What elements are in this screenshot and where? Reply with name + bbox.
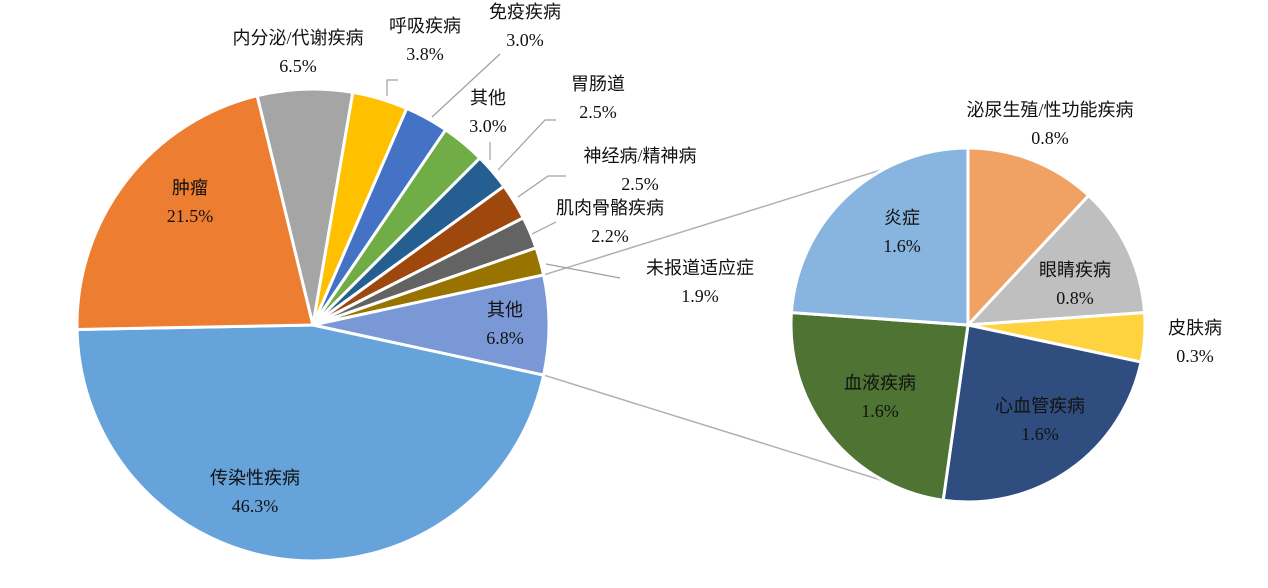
leader-line bbox=[497, 119, 556, 171]
slice-value-label: 0.3% bbox=[1176, 346, 1214, 366]
pie-slice bbox=[75, 323, 546, 563]
slice-label: 血液疾病 bbox=[844, 373, 916, 393]
slice-label: 心血管疾病 bbox=[995, 396, 1085, 416]
slice-value-label: 2.5% bbox=[579, 102, 617, 122]
slice-label: 呼吸疾病 bbox=[389, 16, 461, 36]
slice-label: 肿瘤 bbox=[172, 178, 208, 198]
slice-value-label: 1.6% bbox=[861, 401, 899, 421]
leader-line bbox=[545, 263, 621, 279]
slice-value-label: 46.3% bbox=[232, 496, 279, 516]
slice-label: 胃肠道 bbox=[571, 74, 625, 94]
slice-value-label: 21.5% bbox=[167, 206, 214, 226]
slice-label: 其他 bbox=[487, 300, 523, 320]
slice-value-label: 1.9% bbox=[681, 286, 719, 306]
slice-value-label: 3.0% bbox=[469, 116, 507, 136]
pie-slice bbox=[75, 93, 315, 331]
slice-label: 肌肉骨骼疾病 bbox=[556, 198, 664, 218]
slice-value-label: 2.5% bbox=[621, 174, 659, 194]
slice-label: 泌尿生殖/性功能疾病 bbox=[966, 99, 1133, 120]
slice-value-label: 6.5% bbox=[279, 56, 317, 76]
pie-slice bbox=[789, 310, 970, 502]
leader-line bbox=[531, 221, 557, 235]
slice-value-label: 6.8% bbox=[486, 328, 524, 348]
pie-slice bbox=[312, 273, 551, 377]
leader-line bbox=[431, 53, 501, 118]
slice-value-label: 1.6% bbox=[1021, 424, 1059, 444]
slice-value-label: 0.8% bbox=[1056, 288, 1094, 308]
slice-value-label: 0.8% bbox=[1031, 128, 1069, 148]
slice-label: 神经病/精神病 bbox=[583, 146, 696, 166]
slice-value-label: 3.8% bbox=[406, 44, 444, 64]
slice-label: 未报道适应症 bbox=[646, 258, 754, 278]
slice-label: 内分泌/代谢疾病 bbox=[232, 28, 363, 48]
slice-value-label: 2.2% bbox=[591, 226, 629, 246]
slice-label: 其他 bbox=[470, 88, 506, 108]
slice-label: 炎症 bbox=[884, 208, 920, 228]
connector-line bbox=[543, 168, 886, 276]
slice-label: 传染性疾病 bbox=[210, 468, 300, 488]
pie-slice bbox=[964, 193, 1147, 327]
pie-slice bbox=[941, 323, 1143, 504]
slice-value-label: 1.6% bbox=[883, 236, 921, 256]
slice-label: 免疫疾病 bbox=[489, 2, 561, 22]
leader-line bbox=[386, 79, 398, 96]
connector-line bbox=[543, 374, 886, 482]
pie-slice bbox=[789, 146, 970, 327]
pie-slice bbox=[966, 146, 1091, 329]
slice-label: 皮肤病 bbox=[1168, 318, 1222, 338]
slice-label: 眼睛疾病 bbox=[1039, 260, 1111, 280]
leader-line bbox=[517, 175, 566, 198]
slice-value-label: 3.0% bbox=[506, 30, 544, 50]
